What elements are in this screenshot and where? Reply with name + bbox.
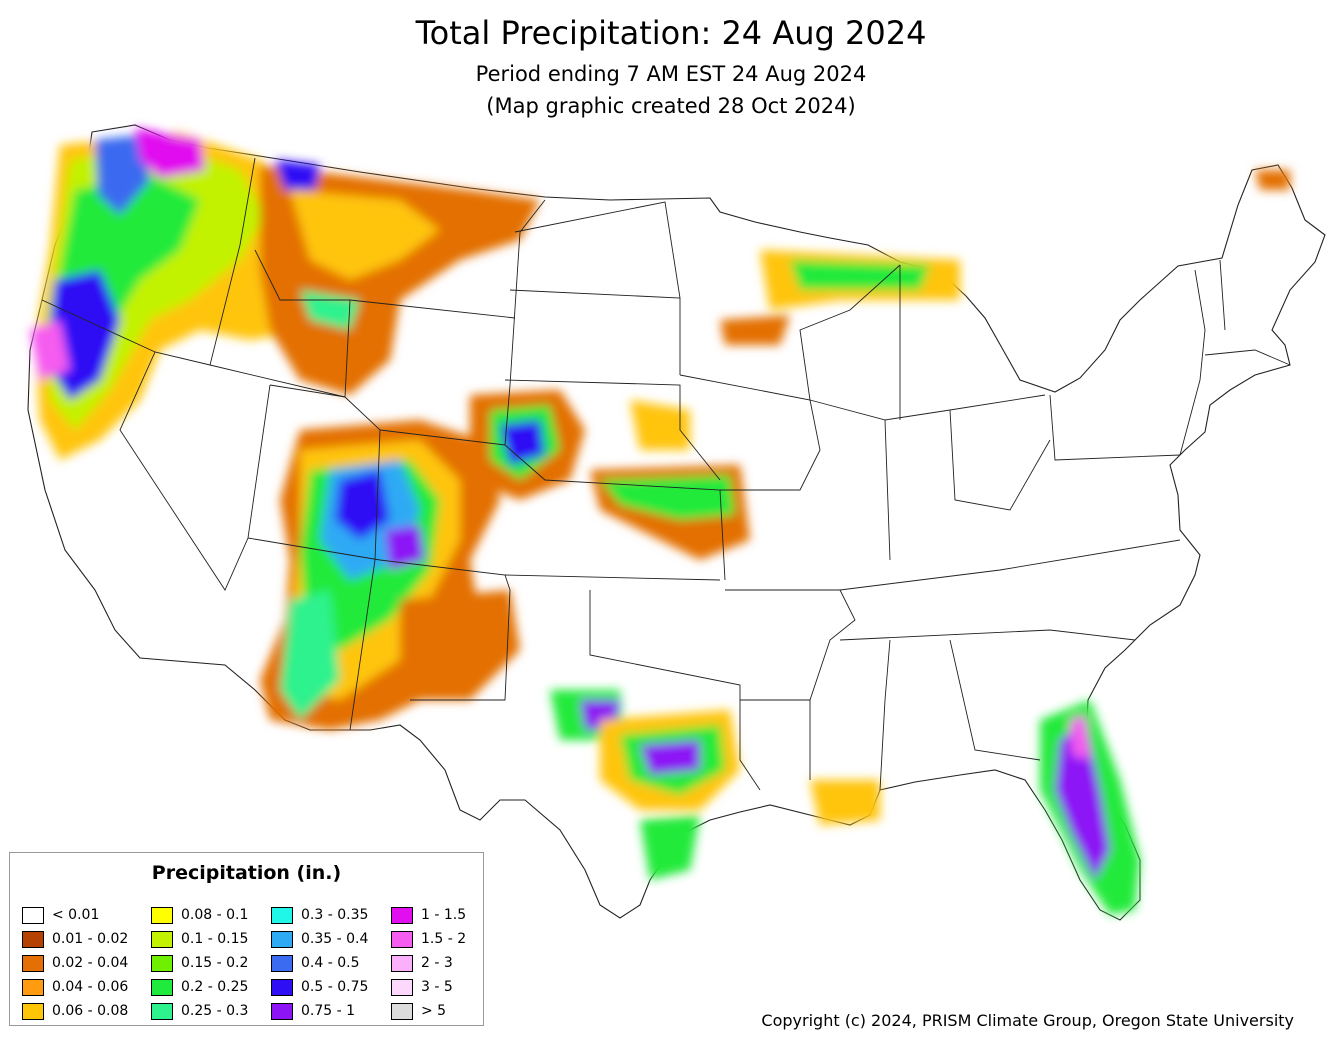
legend-label: > 5 <box>421 1003 447 1019</box>
legend-column: < 0.01 0.01 - 0.02 0.02 - 0.04 0.04 - 0.06 0… <box>22 903 128 1023</box>
legend-item: 0.3 - 0.35 <box>271 903 368 927</box>
legend-label: 1.5 - 2 <box>421 931 467 947</box>
legend-swatch <box>271 978 293 996</box>
legend-label: 0.15 - 0.2 <box>181 955 249 971</box>
legend-swatch <box>22 930 44 948</box>
legend-label: 0.06 - 0.08 <box>52 1003 129 1019</box>
legend-item: 0.02 - 0.04 <box>22 951 128 975</box>
legend-label: 0.35 - 0.4 <box>301 931 369 947</box>
legend-item: 0.75 - 1 <box>271 999 368 1023</box>
legend-swatch <box>22 978 44 996</box>
legend-swatch <box>271 954 293 972</box>
legend-swatch <box>22 906 44 924</box>
map-subtitle-period: Period ending 7 AM EST 24 Aug 2024 <box>475 62 867 86</box>
legend-label: 0.2 - 0.25 <box>181 979 249 995</box>
legend-column: 1 - 1.5 1.5 - 2 2 - 3 3 - 5 > 5 <box>391 903 466 1023</box>
map-subtitle-created: (Map graphic created 28 Oct 2024) <box>486 94 856 118</box>
legend-swatch <box>151 954 173 972</box>
legend-item: < 0.01 <box>22 903 128 927</box>
legend-item: 0.01 - 0.02 <box>22 927 128 951</box>
legend-label: 0.1 - 0.15 <box>181 931 249 947</box>
legend-item: 0.04 - 0.06 <box>22 975 128 999</box>
legend-item: 0.08 - 0.1 <box>151 903 248 927</box>
legend-item: 0.15 - 0.2 <box>151 951 248 975</box>
legend-item: 0.5 - 0.75 <box>271 975 368 999</box>
legend-swatch <box>391 906 413 924</box>
legend-swatch <box>391 930 413 948</box>
legend-label: 1 - 1.5 <box>421 907 467 923</box>
legend-label: 0.75 - 1 <box>301 1003 356 1019</box>
legend-swatch <box>151 906 173 924</box>
legend-swatch <box>22 1002 44 1020</box>
legend-label: 0.3 - 0.35 <box>301 907 369 923</box>
legend-title: Precipitation (in.) <box>151 862 342 884</box>
legend-label: 0.02 - 0.04 <box>52 955 129 971</box>
precipitation-field <box>30 128 1290 915</box>
legend-item: 3 - 5 <box>391 975 466 999</box>
legend-item: 1 - 1.5 <box>391 903 466 927</box>
legend-column: 0.3 - 0.35 0.35 - 0.4 0.4 - 0.5 0.5 - 0.75 0… <box>271 903 368 1023</box>
legend-label: 2 - 3 <box>421 955 453 971</box>
legend-swatch <box>22 954 44 972</box>
legend-swatch <box>391 978 413 996</box>
legend-label: 0.4 - 0.5 <box>301 955 360 971</box>
legend-label: < 0.01 <box>52 907 100 923</box>
legend-item: 0.25 - 0.3 <box>151 999 248 1023</box>
legend-item: 0.2 - 0.25 <box>151 975 248 999</box>
legend-item: > 5 <box>391 999 466 1023</box>
legend-item: 1.5 - 2 <box>391 927 466 951</box>
legend-label: 3 - 5 <box>421 979 453 995</box>
legend-swatch <box>271 930 293 948</box>
legend-column: 0.08 - 0.1 0.1 - 0.15 0.15 - 0.2 0.2 - 0.25… <box>151 903 248 1023</box>
legend-label: 0.5 - 0.75 <box>301 979 369 995</box>
state-boundaries <box>41 157 1291 791</box>
legend-swatch <box>391 1002 413 1020</box>
legend-item: 0.1 - 0.15 <box>151 927 248 951</box>
legend-item: 0.4 - 0.5 <box>271 951 368 975</box>
legend-swatch <box>391 954 413 972</box>
legend-label: 0.01 - 0.02 <box>52 931 129 947</box>
legend-label: 0.04 - 0.06 <box>52 979 129 995</box>
legend-swatch <box>271 906 293 924</box>
legend-item: 0.35 - 0.4 <box>271 927 368 951</box>
legend-swatch <box>151 930 173 948</box>
legend-item: 0.06 - 0.08 <box>22 999 128 1023</box>
legend-swatch <box>271 1002 293 1020</box>
legend-label: 0.08 - 0.1 <box>181 907 249 923</box>
legend-swatch <box>151 978 173 996</box>
map-title: Total Precipitation: 24 Aug 2024 <box>415 14 927 52</box>
precipitation-legend: Precipitation (in.) < 0.01 0.01 - 0.02 0.0… <box>9 852 484 1026</box>
copyright-notice: Copyright (c) 2024, PRISM Climate Group,… <box>761 1011 1294 1030</box>
legend-item: 2 - 3 <box>391 951 466 975</box>
legend-label: 0.25 - 0.3 <box>181 1003 249 1019</box>
legend-swatch <box>151 1002 173 1020</box>
